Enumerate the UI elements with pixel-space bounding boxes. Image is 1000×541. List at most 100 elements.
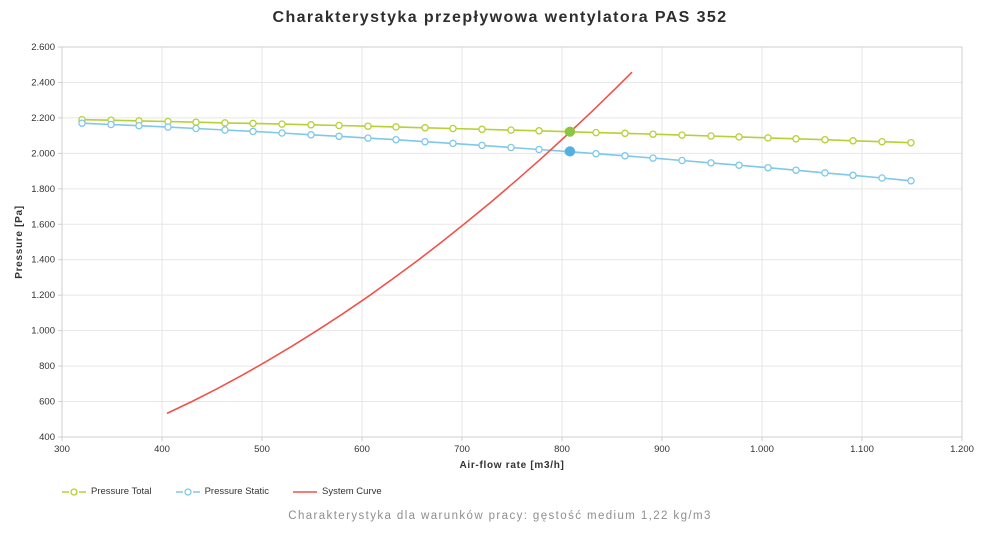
marker-pressure-static xyxy=(592,149,600,158)
marker-pressure-static xyxy=(278,129,286,137)
y-tick-label: 1.800 xyxy=(31,184,55,195)
marker-pressure-static xyxy=(507,143,515,152)
marker-pressure-static xyxy=(78,119,86,127)
y-tick-label: 2.000 xyxy=(31,148,55,159)
marker-pressure-static xyxy=(249,127,257,136)
marker-pressure-total xyxy=(192,118,200,126)
marker-pressure-total xyxy=(392,123,400,131)
legend-marker-circle xyxy=(183,487,192,496)
x-tick-label: 1.200 xyxy=(950,444,974,455)
marker-pressure-total xyxy=(764,134,772,142)
marker-pressure-static xyxy=(707,159,715,167)
marker-pressure-total xyxy=(478,125,486,134)
legend-symbol-system-curve xyxy=(292,490,317,493)
marker-pressure-static xyxy=(678,156,686,165)
marker-pressure-total xyxy=(792,135,800,143)
marker-pressure-total xyxy=(278,120,286,128)
marker-pressure-static xyxy=(907,177,915,185)
x-tick-label: 1.100 xyxy=(850,444,874,455)
legend-item-pressure-static[interactable]: Pressure Static xyxy=(175,486,269,497)
marker-pressure-total xyxy=(678,131,686,139)
marker-pressure-static xyxy=(649,154,657,162)
y-tick-label: 600 xyxy=(39,397,55,408)
x-tick-label: 300 xyxy=(54,444,70,455)
operating-point-total xyxy=(564,126,576,137)
x-tick-label: 700 xyxy=(454,444,470,455)
marker-pressure-total xyxy=(878,137,886,146)
legend-label-pressure-total: Pressure Total xyxy=(91,486,152,497)
x-tick-label: 900 xyxy=(654,444,670,455)
x-tick-label: 800 xyxy=(554,444,570,455)
series-line-system-curve xyxy=(166,71,633,415)
marker-pressure-static xyxy=(221,126,229,134)
marker-pressure-total xyxy=(335,121,343,130)
legend-item-pressure-total[interactable]: Pressure Total xyxy=(62,486,152,497)
marker-pressure-static xyxy=(421,137,429,146)
marker-pressure-static xyxy=(135,121,143,130)
marker-pressure-total xyxy=(707,132,715,140)
marker-pressure-total xyxy=(907,138,915,147)
marker-pressure-total xyxy=(735,133,743,141)
x-tick-label: 400 xyxy=(154,444,170,455)
legend-symbol-pressure-total xyxy=(62,487,86,496)
marker-pressure-static xyxy=(364,134,372,142)
x-tick-label: 500 xyxy=(254,444,270,455)
y-axis-title: Pressure [Pa] xyxy=(14,205,25,279)
marker-pressure-total xyxy=(364,122,372,130)
fan-curve-chart: 300 400 500 600 700 800 900 1.000 1.100 1.2004006… xyxy=(14,42,974,471)
y-tick-label: 1.200 xyxy=(31,290,55,301)
x-tick-label: 600 xyxy=(354,444,370,455)
marker-pressure-static xyxy=(478,141,486,150)
plot-border xyxy=(61,46,963,438)
x-axis-title: Air-flow rate [m3/h] xyxy=(459,460,564,471)
marker-pressure-static xyxy=(192,124,200,133)
legend-symbol-pressure-static xyxy=(175,487,200,496)
marker-pressure-static xyxy=(535,145,543,154)
y-tick-label: 2.200 xyxy=(31,113,55,124)
y-tick-label: 400 xyxy=(39,432,55,443)
marker-pressure-static xyxy=(335,132,343,141)
legend: Pressure Total Pressure Static System Curv… xyxy=(62,486,382,497)
legend-item-system-curve[interactable]: System Curve xyxy=(292,486,382,497)
marker-pressure-total xyxy=(507,126,515,134)
marker-pressure-static xyxy=(821,169,829,177)
marker-pressure-static xyxy=(849,171,857,180)
footer-caption: Charakterystyka dla warunków pracy: gęst… xyxy=(288,510,712,522)
marker-pressure-static xyxy=(621,152,629,160)
marker-pressure-total xyxy=(449,124,457,133)
marker-pressure-total xyxy=(535,127,543,135)
chart-title: Charakterystyka przepływowa wentylatora … xyxy=(272,9,728,26)
y-tick-label: 1.600 xyxy=(31,219,55,230)
marker-pressure-static xyxy=(735,161,743,169)
marker-pressure-total xyxy=(249,119,257,128)
marker-pressure-static xyxy=(449,139,457,148)
y-tick-label: 1.000 xyxy=(31,326,55,337)
y-tick-label: 800 xyxy=(39,361,55,372)
legend-label-pressure-static: Pressure Static xyxy=(204,486,269,497)
marker-pressure-total xyxy=(421,124,429,132)
marker-pressure-total xyxy=(649,130,657,138)
series-line-pressure-total xyxy=(81,118,912,144)
marker-pressure-total xyxy=(221,119,229,127)
x-tick-label: 1.000 xyxy=(750,444,774,455)
marker-pressure-static xyxy=(164,123,172,131)
marker-pressure-static xyxy=(792,166,800,174)
y-tick-label: 2.600 xyxy=(31,42,55,53)
marker-pressure-static xyxy=(307,131,315,139)
y-tick-label: 2.400 xyxy=(31,77,55,88)
series-line-pressure-static xyxy=(81,122,912,182)
marker-pressure-total xyxy=(307,121,315,129)
marker-pressure-total xyxy=(821,135,829,144)
marker-pressure-total xyxy=(592,128,600,137)
operating-point-static xyxy=(564,146,576,157)
y-tick-label: 1.400 xyxy=(31,255,55,266)
legend-label-system-curve: System Curve xyxy=(321,486,382,497)
marker-pressure-static xyxy=(107,120,115,129)
legend-marker-circle xyxy=(70,487,78,496)
marker-pressure-total xyxy=(621,129,629,138)
marker-pressure-static xyxy=(878,174,886,182)
marker-pressure-static xyxy=(764,163,772,172)
marker-pressure-total xyxy=(849,137,857,145)
marker-pressure-static xyxy=(392,135,400,144)
